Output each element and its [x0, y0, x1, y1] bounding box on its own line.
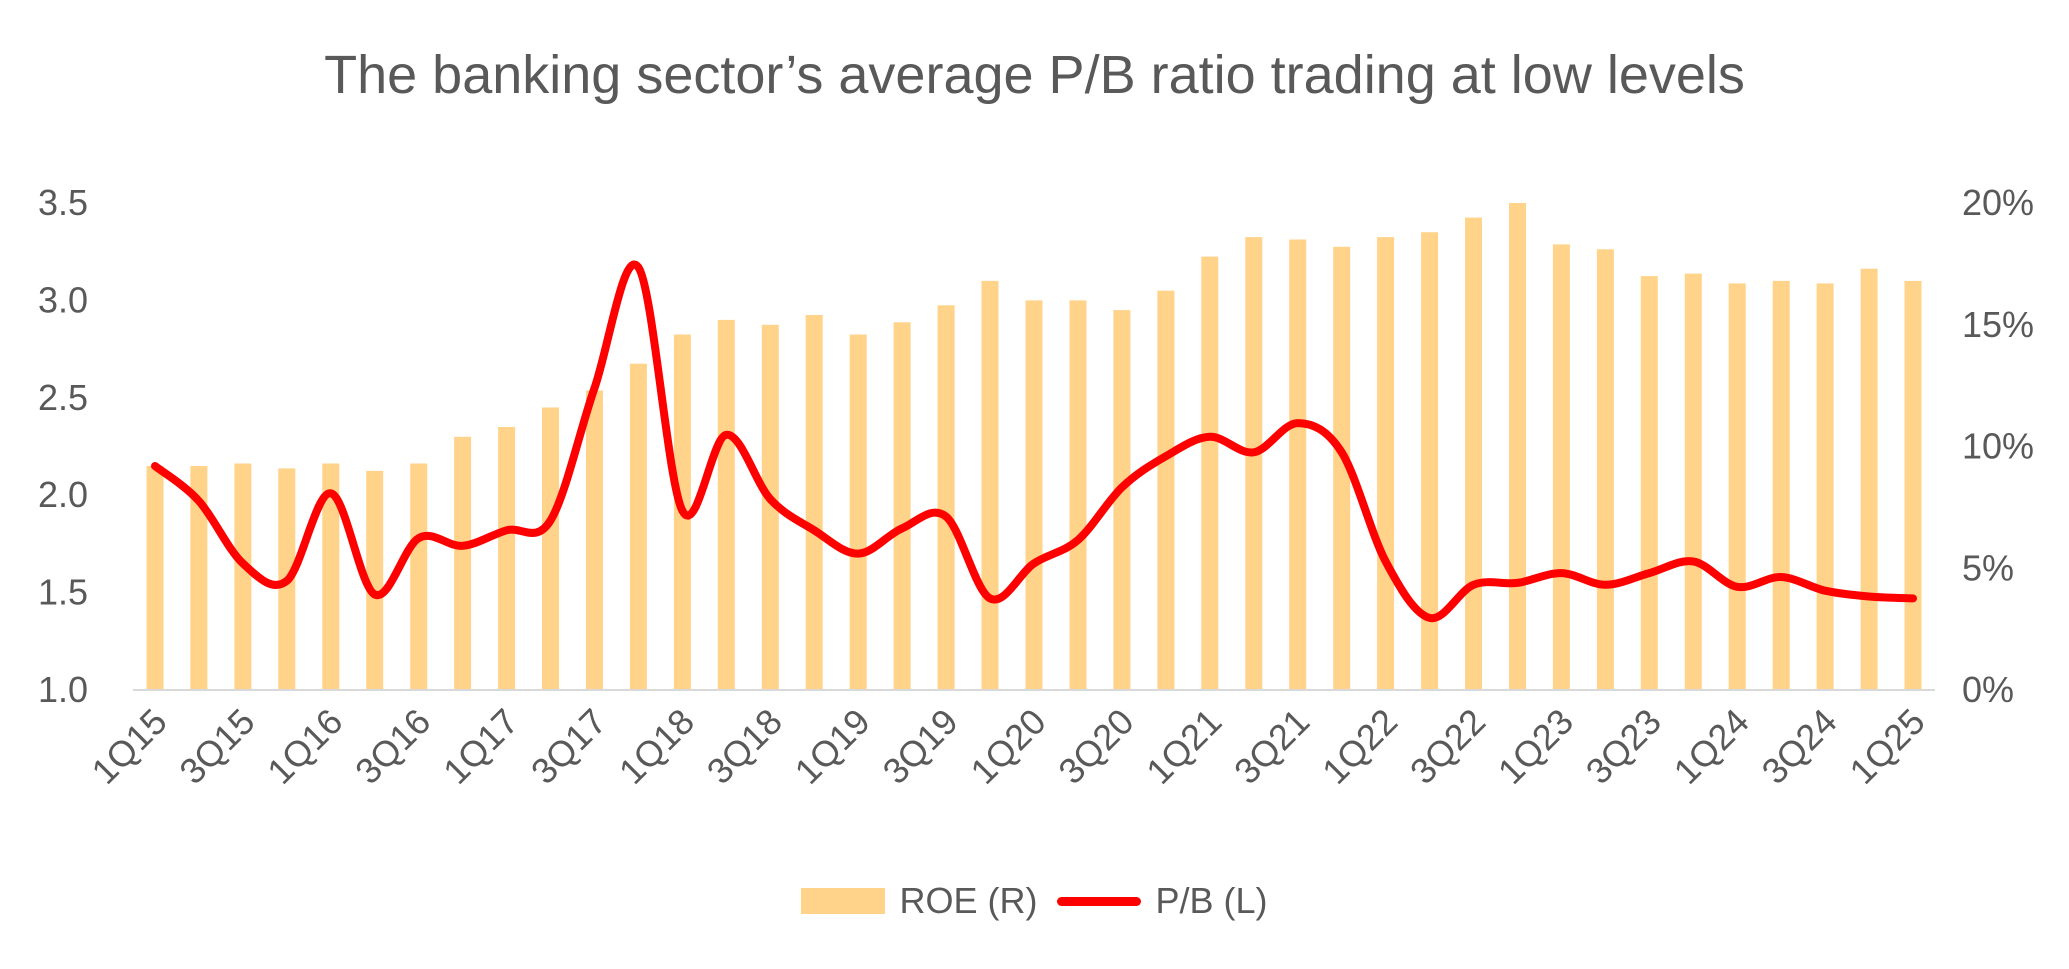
bar-roe-3Q17 [586, 390, 603, 690]
y-left-tick-label: 2.5 [38, 377, 88, 418]
x-tick-label-3Q21: 3Q21 [1226, 701, 1317, 792]
bar-roe-4Q20 [1157, 290, 1175, 690]
bar-roe-3Q16 [410, 463, 428, 690]
bar-roe-2Q16 [366, 470, 384, 690]
x-tick-label-3Q15: 3Q15 [171, 701, 262, 792]
bar-roe-3Q15 [234, 463, 252, 690]
bar-roe-3Q23 [1640, 276, 1658, 690]
y-left-tick-label: 3.5 [38, 182, 88, 223]
y-right-tick-label: 5% [1962, 547, 2014, 588]
x-tick-label-3Q20: 3Q20 [1050, 701, 1141, 792]
bar-roe-3Q19 [937, 305, 955, 690]
bar-roe-1Q19 [849, 334, 867, 690]
bar-roe-4Q24 [1860, 268, 1878, 690]
x-tick-label-1Q23: 1Q23 [1490, 701, 1581, 792]
y-left-tick-label: 3.0 [38, 279, 88, 320]
bar-roe-2Q18 [717, 319, 735, 690]
bar-roe-1Q25 [1904, 280, 1922, 690]
y-right-tick-label: 0% [1962, 669, 2014, 710]
y-left-tick-label: 2.0 [38, 474, 88, 515]
y-right-tick-label: 20% [1962, 182, 2034, 223]
bar-roe-3Q18 [761, 324, 779, 691]
bar-roe-1Q17 [498, 427, 516, 690]
bar-roe-3Q24 [1816, 283, 1834, 690]
bar-roe-2Q22 [1421, 232, 1439, 690]
legend-swatch-pb [1057, 896, 1142, 906]
bar-roe-2Q19 [893, 322, 911, 690]
bar-roe-4Q23 [1684, 273, 1702, 690]
x-tick-label-3Q17: 3Q17 [523, 701, 614, 792]
legend-item-roe: ROE (R) [801, 880, 1037, 922]
bar-roe-4Q22 [1509, 203, 1526, 690]
bar-roe-2Q15 [190, 466, 208, 690]
x-tick-label-1Q20: 1Q20 [962, 701, 1053, 792]
bar-roe-1Q23 [1552, 244, 1570, 690]
legend-label-roe: ROE (R) [899, 880, 1038, 921]
bar-roe-3Q20 [1113, 310, 1131, 690]
bar-roe-1Q24 [1728, 283, 1746, 690]
y-left-tick-label: 1.5 [38, 572, 88, 613]
x-tick-label-1Q17: 1Q17 [435, 701, 526, 792]
bar-roe-3Q21 [1289, 239, 1307, 690]
bar-roe-1Q21 [1201, 256, 1219, 690]
legend-label-pb: P/B (L) [1155, 880, 1268, 921]
bar-roe-4Q16 [454, 436, 472, 690]
y-right-tick-label: 15% [1962, 304, 2034, 345]
line-pb [151, 260, 1917, 622]
bar-roe-4Q21 [1333, 246, 1351, 691]
x-tick-label-3Q22: 3Q22 [1402, 701, 1493, 792]
bar-roe-1Q20 [1025, 300, 1043, 690]
y-left-tick-label: 1.0 [38, 669, 88, 710]
x-tick-label-1Q24: 1Q24 [1666, 701, 1757, 792]
legend-item-pb: P/B (L) [1057, 880, 1268, 922]
x-tick-label-3Q18: 3Q18 [699, 701, 790, 792]
x-tick-label-1Q22: 1Q22 [1314, 701, 1405, 792]
x-tick-label-3Q23: 3Q23 [1578, 701, 1669, 792]
bar-roe-4Q17 [629, 363, 647, 690]
bar-roe-2Q17 [542, 407, 559, 690]
bar-roe-2Q20 [1069, 300, 1087, 690]
bar-roe-2Q24 [1772, 280, 1790, 690]
bar-roe-2Q23 [1596, 249, 1614, 691]
x-tick-label-1Q18: 1Q18 [611, 701, 702, 792]
bar-roe-4Q19 [981, 280, 999, 690]
x-tick-label-1Q16: 1Q16 [259, 701, 350, 792]
chart-legend: ROE (R) P/B (L) [0, 876, 2069, 926]
bar-roe-1Q22 [1377, 237, 1395, 690]
x-tick-label-3Q16: 3Q16 [347, 701, 438, 792]
bar-roe-2Q21 [1245, 237, 1263, 690]
bar-roe-1Q15 [146, 466, 164, 690]
x-tick-label-1Q15: 1Q15 [83, 701, 174, 792]
x-tick-label-1Q25: 1Q25 [1841, 701, 1932, 792]
legend-swatch-roe [801, 888, 886, 914]
y-right-tick-label: 10% [1962, 426, 2034, 467]
bar-roe-4Q18 [805, 315, 823, 690]
x-tick-label-1Q19: 1Q19 [787, 701, 878, 792]
bar-roe-1Q16 [322, 463, 340, 690]
x-tick-label-3Q24: 3Q24 [1753, 701, 1844, 792]
bar-roe-3Q22 [1465, 217, 1482, 690]
x-tick-label-1Q21: 1Q21 [1138, 701, 1229, 792]
x-tick-label-3Q19: 3Q19 [874, 701, 965, 792]
chart-title: The banking sector’s average P/B ratio t… [324, 45, 1745, 105]
